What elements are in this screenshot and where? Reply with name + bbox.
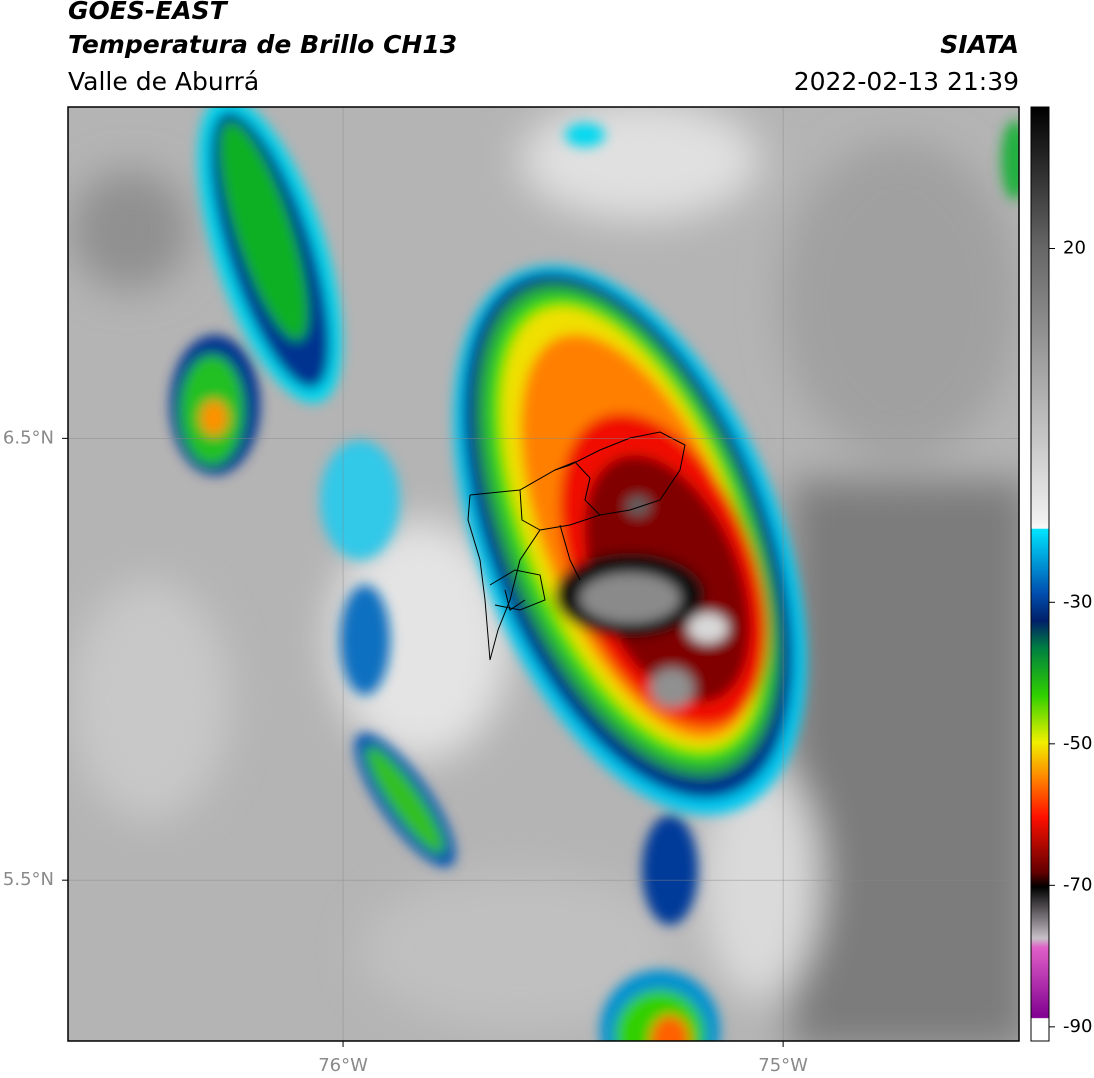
x-tick-label: 75°W xyxy=(758,1055,808,1076)
region: Valle de Aburrá xyxy=(68,67,259,96)
graticule xyxy=(68,107,1019,1041)
x-tick-label: 76°W xyxy=(318,1055,368,1076)
subtitle: Temperatura de Brillo CH13 xyxy=(68,30,457,59)
map-image xyxy=(68,107,1019,1041)
map-frame xyxy=(67,106,1020,1042)
title: GOES-EAST xyxy=(68,0,229,25)
colorbar-label: 20 xyxy=(1063,238,1086,259)
colorbar-label: -30 xyxy=(1063,591,1092,612)
colorbar xyxy=(1030,106,1050,1042)
colorbar-label: -70 xyxy=(1063,874,1092,895)
colorbar-label: -50 xyxy=(1063,733,1092,754)
timestamp: 2022-02-13 21:39 xyxy=(794,67,1019,96)
y-tick-label: 6.5°N xyxy=(3,427,54,448)
y-tick-label: 5.5°N xyxy=(3,869,54,890)
colorbar-label: -90 xyxy=(1063,1016,1092,1037)
source: SIATA xyxy=(940,30,1019,59)
